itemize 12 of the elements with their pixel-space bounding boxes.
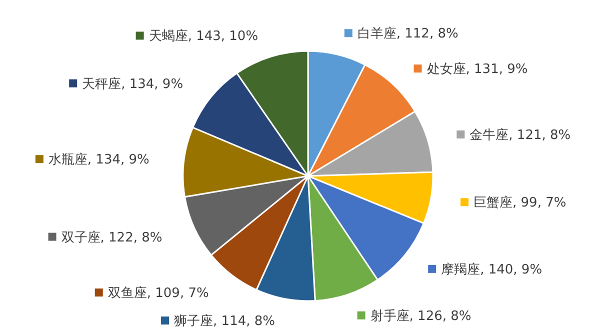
legend-label: 处女座, 131, 9% (426, 61, 528, 78)
legend-label: 双鱼座, 109, 7% (108, 285, 209, 302)
legend-label: 巨蟹座, 99, 7% (474, 194, 566, 211)
legend-label: 天秤座, 134, 9% (82, 76, 184, 92)
legend-label: 天蝎座, 143, 10% (148, 28, 258, 44)
legend-label: 水瓶座, 134, 9% (48, 152, 150, 168)
legend-label: 摩羯座, 140, 9% (441, 261, 542, 278)
legend-label: 狮子座, 114, 8% (174, 313, 275, 330)
legend-label: 射手座, 126, 8% (370, 308, 472, 324)
legend-label: 金牛座, 121, 8% (470, 126, 571, 143)
legend-label: 双子座, 122, 8% (61, 229, 162, 246)
legend-label: 白羊座, 112, 8% (357, 26, 458, 42)
